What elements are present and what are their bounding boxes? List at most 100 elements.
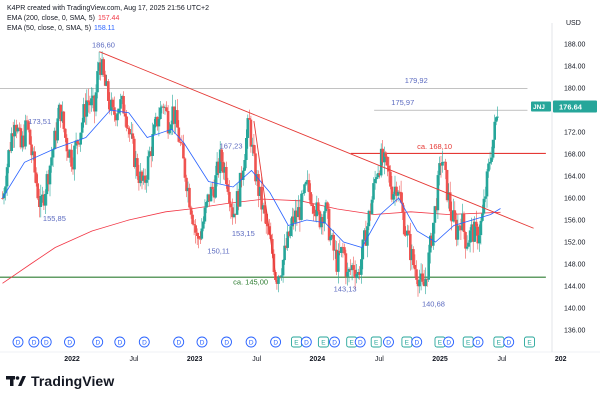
x-tick-label: 202 <box>555 356 567 363</box>
candle-body <box>177 127 181 142</box>
candle-body <box>484 196 487 199</box>
tradingview-logo-icon <box>6 376 26 386</box>
candle-body <box>306 180 309 182</box>
candle-body <box>453 210 457 220</box>
candle-body <box>271 239 274 254</box>
candle-body <box>99 62 102 75</box>
dividend-marker-label: D <box>506 340 511 347</box>
ema50-line <box>2 109 501 248</box>
dividend-marker <box>329 336 340 348</box>
candle-body <box>59 104 62 122</box>
candle-body <box>113 107 116 115</box>
ema200-label: EMA (200, close, 0, SMA, 5) <box>7 15 95 22</box>
candle-body <box>278 276 282 277</box>
earnings-marker-label: E <box>349 340 354 347</box>
dividend-marker-label: D <box>273 340 278 347</box>
candle-body <box>402 212 406 235</box>
candle-body <box>419 273 423 280</box>
candle-body <box>1 198 4 199</box>
candle-body <box>87 100 90 102</box>
candle-body <box>303 184 306 194</box>
candle-body <box>70 149 73 167</box>
candle-body <box>445 170 449 201</box>
candle-body <box>96 71 99 93</box>
candle-body <box>93 95 96 112</box>
candle-body <box>79 132 82 145</box>
candle-body <box>45 174 49 195</box>
candle-body <box>41 194 44 196</box>
candle-body <box>171 106 174 125</box>
candle-body <box>448 192 452 212</box>
dividend-marker <box>114 336 126 348</box>
candle-body <box>280 275 283 277</box>
candle-body <box>450 211 453 222</box>
candle-body <box>444 161 447 170</box>
candle-body <box>398 191 401 193</box>
candle-body <box>468 230 472 243</box>
candle-body <box>347 268 351 272</box>
candle-body <box>323 211 326 224</box>
earnings-marker-label: E <box>294 340 299 347</box>
symbol-tag <box>531 101 551 112</box>
dividend-marker-label: D <box>200 340 205 347</box>
candle-body <box>7 150 10 168</box>
candle-body <box>310 204 314 206</box>
candle-body <box>326 202 329 209</box>
candle-body <box>140 171 144 181</box>
candle-body <box>61 111 64 122</box>
candle-body <box>488 161 492 164</box>
candle-body <box>4 186 7 194</box>
candle-body <box>67 151 70 158</box>
candle-body <box>197 236 200 239</box>
candle-body <box>21 135 24 148</box>
candle-body <box>84 104 87 117</box>
candle-body <box>340 247 343 253</box>
earnings-marker-label: E <box>527 340 532 347</box>
candle-body <box>16 127 20 132</box>
dividend-marker <box>40 336 52 348</box>
candle-body <box>25 120 29 122</box>
dividend-marker-label: D <box>386 340 391 347</box>
ema200-legend[interactable]: EMA (200, close, 0, SMA, 5) 157.44 <box>7 14 209 24</box>
candle-body <box>490 157 493 162</box>
dividend-marker <box>221 336 232 348</box>
x-tick-label: Jul <box>375 356 384 363</box>
candle-body <box>249 119 253 147</box>
tradingview-logo[interactable]: TradingView <box>6 373 114 389</box>
candle-body <box>122 96 125 114</box>
dividend-marker-label: D <box>67 340 72 347</box>
earnings-marker <box>524 336 535 348</box>
ema50-legend[interactable]: EMA (50, close, 0, SMA, 5) 158.11 <box>7 24 209 34</box>
x-tick-label: 2025 <box>432 356 448 363</box>
candle-body <box>68 149 72 158</box>
candle-body <box>179 141 182 143</box>
candle-body <box>355 273 358 278</box>
candle-body <box>350 265 354 271</box>
candle-body <box>372 183 375 200</box>
candle-body <box>329 236 332 241</box>
candle-body <box>91 95 95 99</box>
candle-body <box>215 161 219 176</box>
candle-body <box>159 107 162 119</box>
candle-body <box>494 117 498 122</box>
candle-body <box>330 234 334 237</box>
dividend-marker <box>383 336 394 348</box>
candle-body <box>125 116 128 128</box>
y-tick-label: 160.00 <box>564 196 586 203</box>
candle-body <box>432 222 435 246</box>
dividend-marker <box>196 336 208 348</box>
y-tick-label: 152.00 <box>564 240 586 247</box>
candle-body <box>425 278 429 280</box>
candle-body <box>300 193 303 220</box>
candle-body <box>76 140 79 144</box>
dividend-marker <box>472 336 484 348</box>
candle-body <box>220 149 223 162</box>
candle-body <box>71 166 75 170</box>
candle-body <box>333 249 337 251</box>
candle-body <box>438 163 441 176</box>
candle-body <box>409 234 412 261</box>
candle-body <box>131 133 135 139</box>
earnings-marker-label: E <box>405 340 410 347</box>
candle-body <box>176 110 179 128</box>
